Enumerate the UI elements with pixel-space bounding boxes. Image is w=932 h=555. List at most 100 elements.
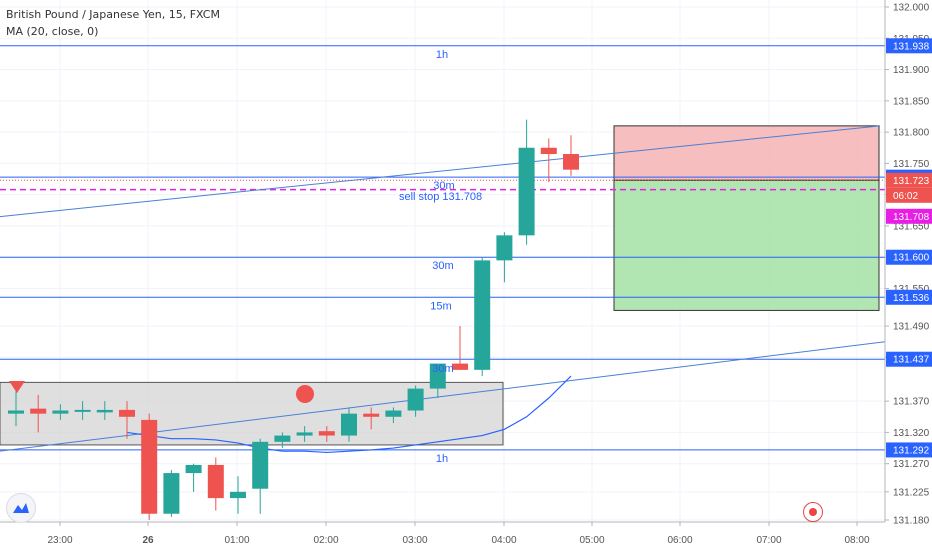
candle (563, 135, 579, 176)
candle-body (518, 147, 535, 236)
candle (318, 426, 335, 442)
candle (52, 404, 69, 420)
level-timeframe-label: 30m (433, 180, 454, 192)
time-tick-label: 26 (142, 535, 154, 546)
consolidation-range-box (0, 381, 504, 446)
price-tick-label: 131.550 (893, 284, 930, 295)
level-price-label-bg (886, 351, 932, 367)
candle-body (429, 363, 446, 389)
level-price-label-bg (886, 38, 932, 54)
bar-countdown-label-bg (886, 187, 932, 203)
price-tick-label: 132.000 (893, 3, 930, 14)
moving-average-line (126, 375, 572, 454)
price-tick-label: 131.225 (893, 487, 930, 498)
level-price-label: 131.536 (893, 293, 930, 304)
time-tick-label: 02:00 (313, 535, 338, 546)
price-tick-label: 131.490 (893, 322, 930, 333)
level-price-label: 131.600 (893, 253, 930, 264)
time-tick-label: 06:00 (667, 535, 692, 546)
level-price-label-bg (886, 442, 932, 458)
candle-body (230, 491, 246, 499)
time-tick-label: 04:00 (491, 535, 516, 546)
time-tick-label: 05:00 (579, 535, 604, 546)
time-tick-label: 07:00 (756, 535, 781, 546)
candle-body (274, 435, 291, 442)
candle-body (185, 464, 202, 474)
level-timeframe-label: 1h (436, 49, 448, 61)
current-price-label: 131.723 (893, 176, 930, 187)
candle-body (96, 409, 113, 413)
level-timeframe-label: 30m (432, 260, 453, 272)
level-timeframe-label: 1h (436, 453, 448, 465)
candle (429, 363, 446, 399)
candle-body (540, 147, 557, 155)
candle-body (141, 419, 158, 514)
candle-body (474, 260, 491, 370)
candle (518, 119, 535, 245)
chart-legend: British Pound / Japanese Yen, 15, FXCM M… (6, 6, 220, 40)
candle (141, 413, 158, 520)
candle-body (119, 409, 135, 417)
indicator-label[interactable]: MA (20, close, 0) (6, 25, 99, 38)
take-profit-zone (613, 179, 880, 311)
stop-loss-zone (613, 125, 880, 181)
candle (119, 401, 135, 439)
sell-stop-price-label-bg (886, 208, 932, 224)
candle-body (8, 410, 24, 414)
sell-stop-price-label: 131.708 (893, 212, 930, 223)
candle (296, 426, 313, 442)
level-price-label: 131.938 (893, 41, 930, 52)
price-tick-label: 131.320 (893, 428, 930, 439)
trendline-upper (0, 125, 881, 218)
signal-circle-marker (296, 385, 314, 403)
candle-body (252, 441, 269, 489)
current-price-label-bg (886, 172, 932, 188)
tradingview-logo-icon[interactable] (6, 493, 36, 523)
record-icon[interactable] (803, 502, 823, 522)
level-price-label-bg (886, 249, 932, 265)
price-tick-label: 131.850 (893, 96, 930, 107)
price-tick-label: 131.270 (893, 459, 930, 470)
candle-body (452, 363, 468, 370)
candle (496, 232, 513, 283)
candle (385, 407, 402, 424)
time-tick-label: 08:00 (844, 535, 869, 546)
candle (185, 463, 202, 492)
candle-body (296, 432, 313, 436)
candle (363, 407, 380, 430)
price-tick-label: 131.800 (893, 128, 930, 139)
candle-body (341, 413, 357, 436)
sell-stop-label: sell stop 131.708 (399, 191, 482, 203)
candle (252, 438, 269, 514)
candle (163, 469, 180, 517)
candle-body (385, 410, 402, 417)
time-tick-label: 03:00 (402, 535, 427, 546)
price-tick-label: 131.900 (893, 65, 930, 76)
candle (540, 138, 557, 183)
candle-body (30, 408, 47, 414)
level-timeframe-label: 15m (430, 300, 451, 312)
candle (74, 401, 91, 420)
time-tick-label: 23:00 (47, 535, 72, 546)
candle-body (563, 154, 579, 170)
candle-body (207, 464, 224, 499)
sell-signal-marker (9, 381, 25, 393)
price-tick-label: 131.650 (893, 221, 930, 232)
symbol-title[interactable]: British Pound / Japanese Yen, 15, FXCM (6, 8, 220, 21)
candle-body (74, 409, 91, 412)
bar-countdown-label: 06:02 (893, 191, 918, 202)
time-tick-label: 01:00 (224, 535, 249, 546)
candle-body (318, 431, 335, 436)
candle (452, 326, 468, 370)
candle-body (52, 410, 69, 414)
candle (474, 257, 491, 377)
candle-body (496, 235, 513, 261)
price-tick-label: 131.750 (893, 159, 930, 170)
candle (407, 385, 424, 417)
candle (30, 394, 47, 433)
level-price-label: 131.437 (893, 355, 930, 366)
price-tick-label: 131.180 (893, 516, 930, 527)
candle-body (407, 388, 424, 411)
